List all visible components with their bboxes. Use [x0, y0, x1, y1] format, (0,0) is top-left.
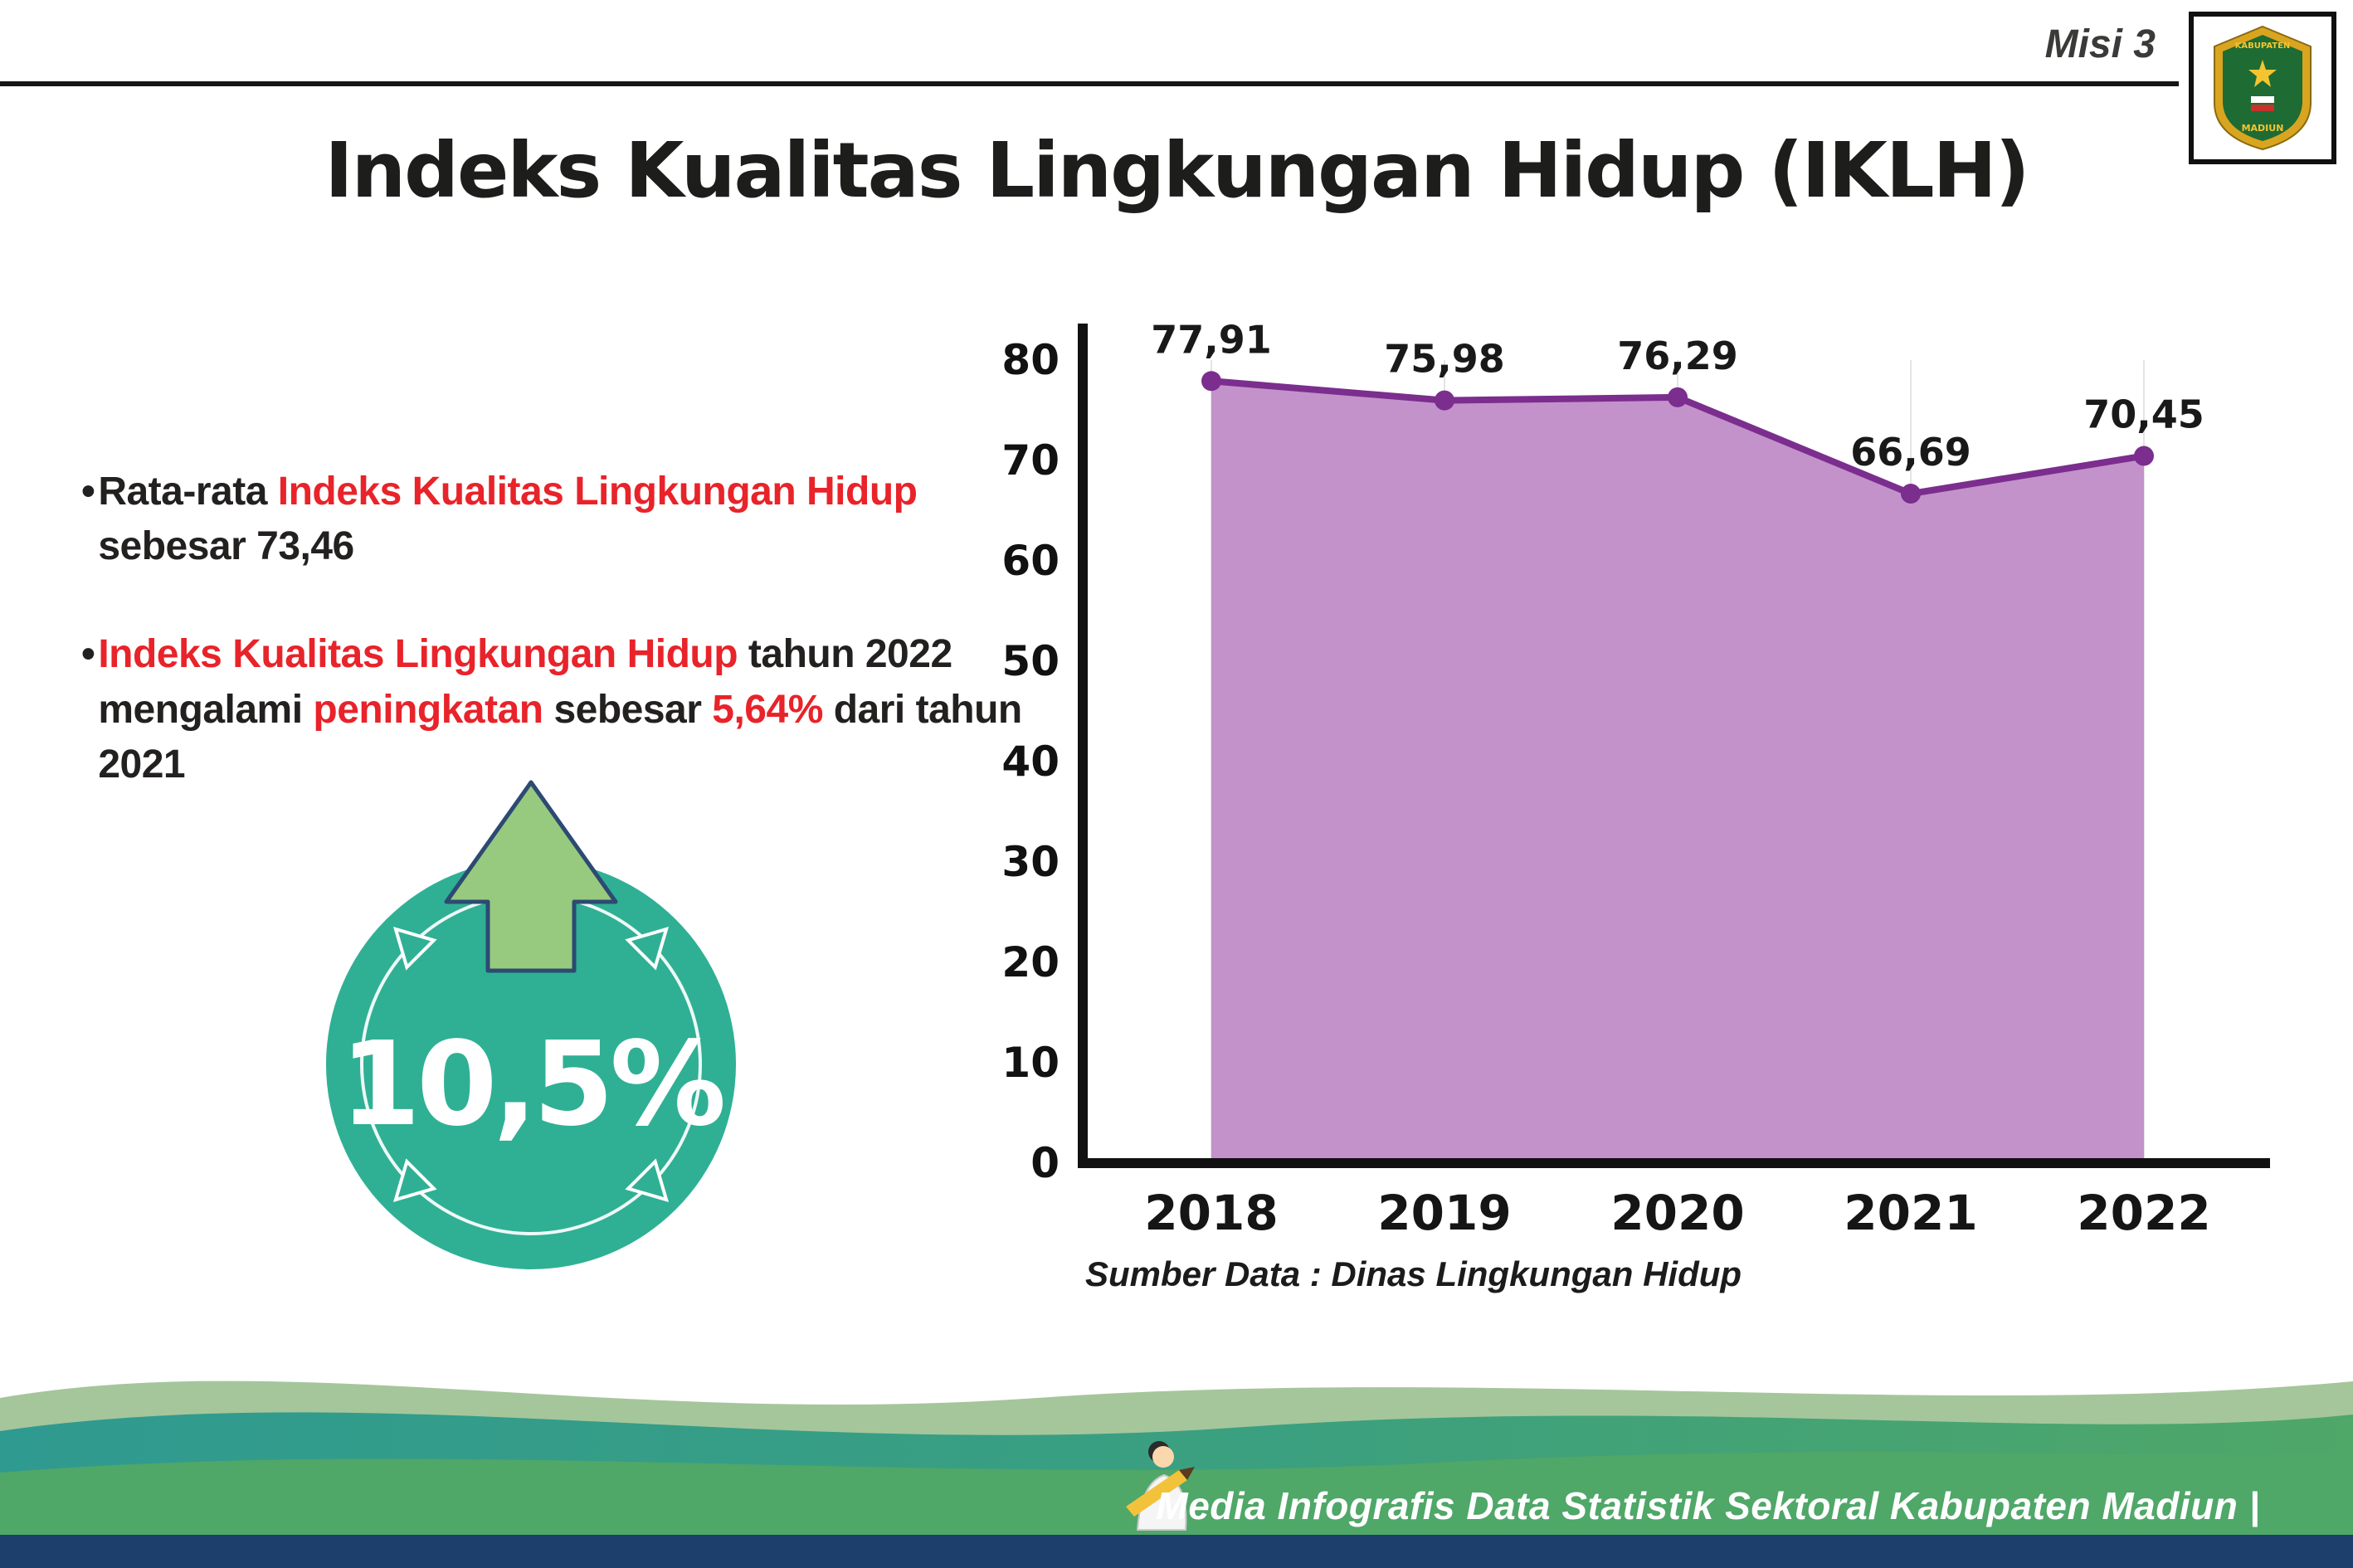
bullet-dot: •	[81, 470, 95, 514]
misi-label: Misi 3	[2044, 22, 2156, 66]
highlighted-text: peningkatan	[313, 687, 543, 732]
crest-star	[2248, 60, 2277, 87]
chart-source: Sumber Data : Dinas Lingkungan Hidup	[1085, 1254, 1742, 1293]
badge-circle	[326, 859, 736, 1269]
plain-text: dari tahun 2021	[98, 687, 1022, 786]
plain-text: tahun 2022 mengalami	[98, 632, 952, 732]
page-title: Indeks Kualitas Lingkungan Hidup (IKLH)	[324, 126, 2029, 215]
svg-text:30: 30	[1001, 838, 1060, 886]
mascot-icon	[1126, 1441, 1195, 1531]
svg-text:40: 40	[1001, 738, 1060, 786]
highlighted-text: Indeks Kualitas Lingkungan Hidup	[277, 470, 918, 514]
iklh-area-chart: 77,91 75,98 76,29 66,69 70,45 0 10 20 30 40 50 60 70…	[1001, 317, 2270, 1241]
crest-stripe-white	[2251, 96, 2274, 103]
svg-text:2020: 2020	[1610, 1185, 1744, 1241]
svg-text:0: 0	[1030, 1139, 1060, 1187]
highlighted-text: 5,64%	[712, 687, 823, 732]
bullet-item: • Indeks Kualitas Lingkungan Hidup tahun…	[81, 627, 1044, 792]
svg-text:60: 60	[1001, 537, 1060, 585]
plain-text: sebesar	[543, 687, 713, 732]
svg-text:70: 70	[1001, 436, 1060, 485]
svg-text:66,69: 66,69	[1850, 430, 1971, 475]
svg-text:80: 80	[1001, 336, 1060, 384]
svg-text:2019: 2019	[1377, 1185, 1511, 1241]
svg-text:20: 20	[1001, 938, 1060, 986]
up-arrow-icon	[444, 780, 618, 973]
bullet-text: Indeks Kualitas Lingkungan Hidup tahun 2…	[98, 627, 1044, 792]
svg-text:2022: 2022	[2077, 1185, 2210, 1241]
svg-text:70,45: 70,45	[2083, 392, 2204, 437]
svg-text:2018: 2018	[1144, 1185, 1278, 1241]
svg-text:10: 10	[1001, 1039, 1060, 1087]
svg-text:2021: 2021	[1844, 1185, 1977, 1241]
badge-value: 10,5%	[340, 1017, 723, 1152]
svg-text:75,98: 75,98	[1384, 337, 1505, 382]
crest-bottom-text: MADIUN	[2242, 123, 2284, 134]
footer-credit: Media Infografis Data Statistik Sektoral…	[1156, 1484, 2260, 1527]
bullet-text: Rata-rata Indeks Kualitas Lingkungan Hid…	[98, 465, 1044, 574]
svg-text:77,91: 77,91	[1151, 317, 1272, 362]
bullet-list: • Rata-rata Indeks Kualitas Lingkungan H…	[81, 465, 1044, 845]
footer-navy-strip	[0, 1535, 2353, 1568]
kabupaten-madiun-logo: KABUPATEN MADIUN	[2189, 12, 2336, 164]
highlighted-text: Indeks Kualitas Lingkungan Hidup	[98, 632, 738, 677]
crest-top-text: KABUPATEN	[2235, 41, 2291, 51]
increase-badge: 10,5%	[322, 776, 741, 1315]
header-divider	[0, 81, 2179, 86]
svg-text:50: 50	[1001, 637, 1060, 685]
bullet-item: • Rata-rata Indeks Kualitas Lingkungan H…	[81, 465, 1044, 574]
bullet-dot: •	[81, 632, 95, 677]
svg-text:76,29: 76,29	[1617, 334, 1738, 378]
plain-text: sebesar 73,46	[98, 524, 354, 569]
kabupaten-madiun-crest: KABUPATEN MADIUN	[2214, 25, 2312, 151]
badge-triangles	[392, 926, 670, 1203]
plain-text: Rata-rata	[98, 470, 278, 514]
crest-stripe-red	[2251, 105, 2274, 111]
